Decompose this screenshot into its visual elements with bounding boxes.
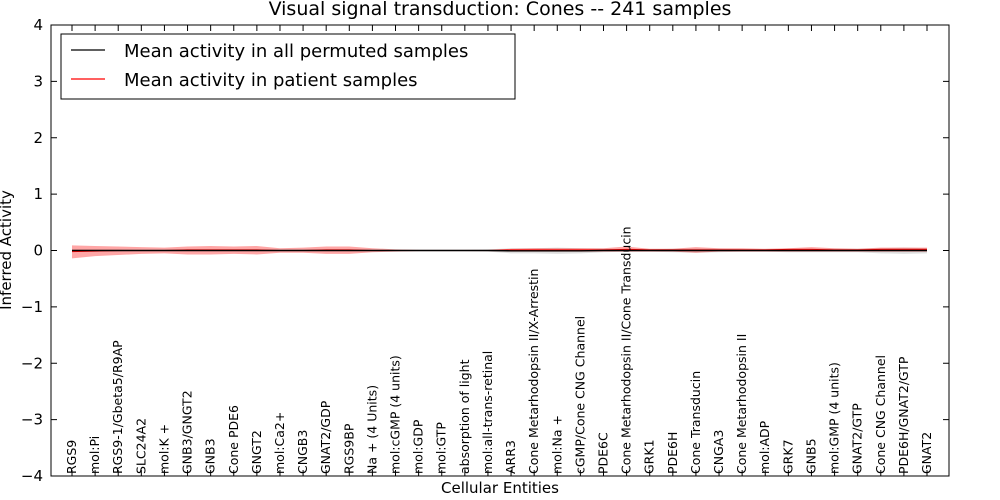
x-axis-label: Cellular Entities xyxy=(441,479,559,497)
category-label: mol:GTP xyxy=(434,422,449,474)
y-tick-label: −2 xyxy=(21,354,43,372)
y-tick-label: 3 xyxy=(33,72,43,90)
category-label: ARR3 xyxy=(503,440,518,474)
y-tick-label: 0 xyxy=(33,242,43,260)
category-label: RGS9-1/Gbeta5/R9AP xyxy=(110,340,125,474)
category-label: mol:ADP xyxy=(757,420,772,474)
category-label: SLC24A2 xyxy=(133,418,148,474)
category-label: Cone CNG Channel xyxy=(873,355,888,474)
y-tick-label: 2 xyxy=(33,129,43,147)
category-label: GRK7 xyxy=(780,439,795,474)
y-tick-label: 4 xyxy=(33,16,43,34)
category-label: cGMP/Cone CNG Channel xyxy=(572,316,587,474)
legend-label-patient: Mean activity in patient samples xyxy=(124,70,418,91)
category-label: mol:Ca2+ xyxy=(272,412,287,474)
category-label: RGS9 xyxy=(64,440,79,474)
category-label: GNAT2/GTP xyxy=(850,403,865,474)
category-label: GNGT2 xyxy=(249,430,264,474)
category-label: mol:K + xyxy=(156,424,171,474)
category-label: GRK1 xyxy=(642,439,657,474)
category-label: Cone Metarhodopsin II/X-Arrestin xyxy=(526,269,541,474)
y-tick-label: −4 xyxy=(21,467,43,485)
legend: Mean activity in all permuted samples Me… xyxy=(60,33,516,100)
category-label: Cone Metarhodopsin II xyxy=(734,334,749,474)
category-label: PDE6C xyxy=(595,432,610,474)
category-label: GNB3/GNGT2 xyxy=(180,390,195,474)
legend-box xyxy=(60,33,516,100)
legend-label-permuted: Mean activity in all permuted samples xyxy=(124,41,468,62)
category-label: GNAT2 xyxy=(919,432,934,474)
category-label: GNB3 xyxy=(203,438,218,474)
category-label: PDE6H/GNAT2/GTP xyxy=(896,356,911,474)
band-patient xyxy=(72,245,927,259)
category-label: GNB5 xyxy=(803,438,818,474)
category-label: Na + (4 Units) xyxy=(364,385,379,474)
category-label: PDE6H xyxy=(665,432,680,474)
y-tick-label: −3 xyxy=(21,411,43,429)
category-label: mol:all-trans-retinal xyxy=(480,351,495,474)
category-label: Cone Transducin xyxy=(688,371,703,474)
category-label: mol:GDP xyxy=(411,419,426,474)
category-label: mol:Pi xyxy=(87,436,102,474)
y-tick-label: −1 xyxy=(21,298,43,316)
category-label: RGS9BP xyxy=(341,423,356,474)
category-label: CNGA3 xyxy=(711,430,726,474)
category-label: GNAT2/GDP xyxy=(318,400,333,474)
category-label: mol:cGMP (4 units) xyxy=(388,355,403,474)
y-tick-label: 1 xyxy=(33,185,43,203)
y-axis-label: Inferred Activity xyxy=(0,190,15,310)
category-label: absorption of light xyxy=(457,359,472,474)
category-label: Cone PDE6 xyxy=(226,405,241,474)
category-label: CNGB3 xyxy=(295,430,310,474)
category-label: mol:Na + xyxy=(549,415,564,474)
category-label: mol:GMP (4 units) xyxy=(827,362,842,474)
chart-title: Visual signal transduction: Cones -- 241… xyxy=(269,0,732,20)
category-label: Cone Metarhodopsin II/Cone Transducin xyxy=(619,226,634,474)
